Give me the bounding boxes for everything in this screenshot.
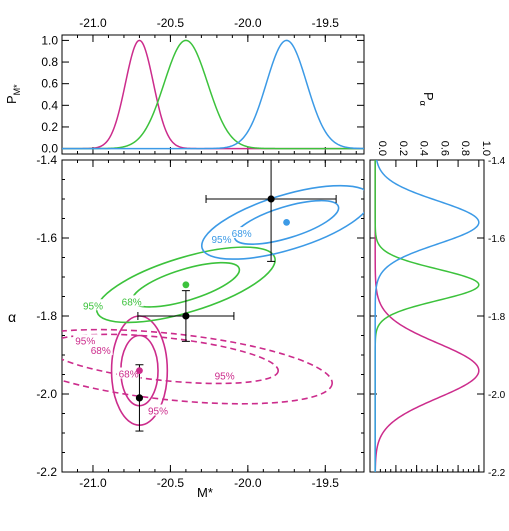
contour-label-bg — [88, 344, 113, 356]
data-point — [135, 394, 144, 402]
contour-label-green: 95% — [83, 301, 103, 312]
top-panel: -21.0 -20.5 -20.0 -19.5 0.0 0.2 0.4 0.6 0.8 1.0 — [41, 16, 365, 156]
top-curve-magenta — [62, 39, 364, 150]
main-plot-area: 95%68%68%95%95%95% 68%95%68% — [62, 160, 364, 432]
contour-label-bg — [73, 334, 98, 346]
main-ytick-label: -1.6 — [36, 231, 57, 245]
contour-blue-95 — [200, 184, 364, 260]
contour-label-bg — [146, 404, 171, 416]
right-ytick-label: -2.0 — [488, 390, 506, 401]
top-ytick-label: 0.4 — [41, 98, 58, 112]
top-xtick-label: -20.0 — [234, 16, 262, 30]
top-ylabel: PM* — [4, 84, 22, 104]
right-ytick-label: -1.6 — [488, 234, 506, 245]
top-xtick-label: -21.0 — [79, 16, 107, 30]
contour-label-green: 68% — [122, 297, 142, 308]
right-xtick-label: 1.0 — [480, 141, 492, 156]
top-ytick-label: 0.0 — [41, 142, 58, 156]
axis-labels: PM* α M* Pα — [4, 84, 436, 500]
main-xtick-label: -20.5 — [157, 476, 185, 490]
main-ytick-label: -1.4 — [36, 153, 57, 167]
contour-label-magenta: 95% — [148, 407, 168, 418]
contour-label-blue: 95% — [212, 235, 232, 246]
contour-magenta-68 — [62, 333, 280, 385]
top-ytick-label: 0.6 — [41, 77, 58, 91]
contour-label-blue: 68% — [232, 229, 252, 240]
main-xtick-label: -20.0 — [234, 476, 262, 490]
contour-magenta-95 — [62, 328, 333, 405]
contour-label-magenta: 68% — [91, 346, 111, 357]
right-ytick-label: -1.8 — [488, 312, 506, 323]
right-panel: 0.0 0.2 0.4 0.6 0.8 1.0 -2.2 -2.0 -1.8 -1.6 -1.4 — [369, 141, 506, 479]
right-ytick-label: -1.4 — [488, 156, 506, 167]
best-fit-magenta — [136, 367, 143, 374]
top-ytick-label: 1.0 — [41, 33, 58, 47]
contour-label-bg — [209, 232, 234, 244]
contour-blue-68 — [233, 199, 340, 245]
right-xtick-label: 0.6 — [438, 141, 450, 156]
top-curve-green — [62, 39, 364, 150]
contour-label-magenta: 95% — [215, 371, 235, 382]
right-xtick-label: 0.0 — [376, 141, 388, 156]
right-ylabel: Pα — [418, 92, 436, 106]
best-fit-green — [182, 281, 190, 289]
top-ytick-label: 0.2 — [41, 120, 58, 134]
right-ytick-label: -2.2 — [488, 468, 506, 479]
right-curve-green — [374, 160, 480, 472]
contour-label-bg — [212, 369, 237, 381]
right-xtick-label: 0.2 — [397, 141, 409, 156]
top-ytick-label: 0.8 — [41, 55, 58, 69]
top-panel-frame — [61, 34, 365, 155]
right-xtick-label: 0.8 — [459, 141, 471, 156]
main-xtick-label: -21.0 — [79, 476, 107, 490]
contour-label-bg — [80, 299, 105, 311]
contour-green-95 — [95, 246, 276, 324]
contour-label-bg — [119, 295, 144, 307]
right-xtick-label: 0.4 — [418, 141, 430, 156]
right-panel-frame — [369, 159, 485, 473]
right-curve-blue — [374, 159, 480, 472]
main-ytick-label: -2.2 — [36, 465, 57, 479]
main-xtick-label: -19.5 — [312, 476, 340, 490]
contour-label-bg — [116, 367, 141, 379]
top-curve-blue — [62, 39, 365, 150]
top-xtick-label: -20.5 — [157, 16, 185, 30]
main-xlabel: M* — [197, 485, 213, 500]
main-ylabel: α — [8, 309, 16, 325]
main-ytick-label: -2.0 — [36, 387, 57, 401]
main-panel: -21.0 -20.5 -20.0 -19.5 -2.2 -2.0 -1.8 -1.6 -1.4… — [36, 153, 365, 490]
contour-label-magenta: 68% — [119, 370, 139, 381]
main-ytick-label: -1.8 — [36, 309, 57, 323]
best-fit-blue — [283, 219, 290, 226]
top-xtick-label: -19.5 — [312, 16, 340, 30]
contour-label-magenta: 95% — [75, 336, 95, 347]
contour-label-bg — [229, 227, 254, 239]
data-point — [267, 195, 275, 203]
data-point — [182, 312, 190, 320]
